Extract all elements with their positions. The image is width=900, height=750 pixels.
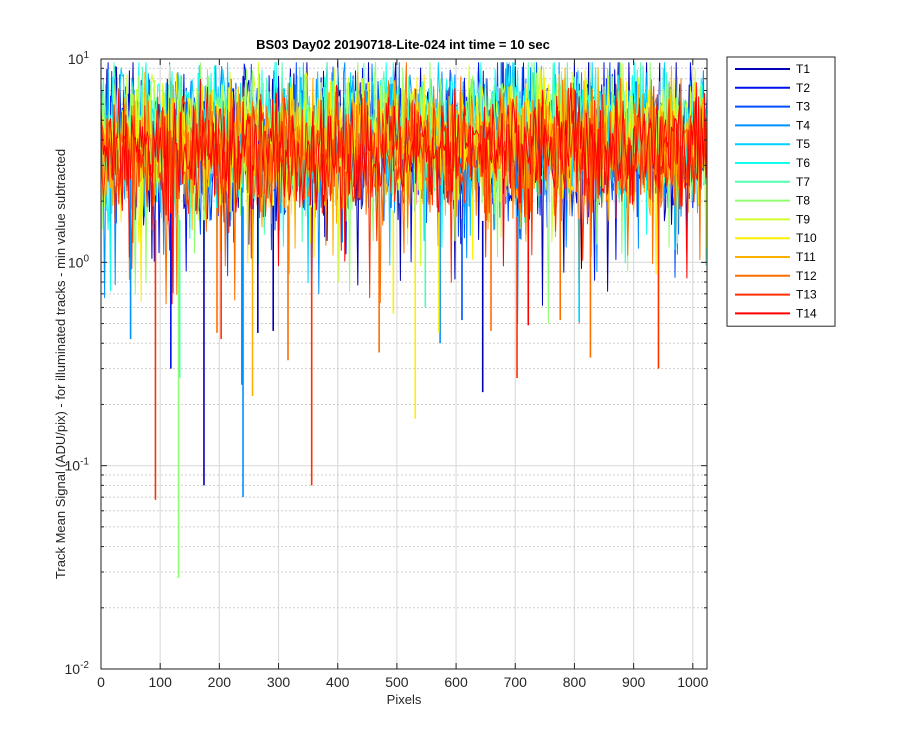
x-tick-label: 200 — [208, 674, 232, 690]
y-tick-label: 10-1 — [65, 457, 90, 474]
y-axis-label: Track Mean Signal (ADU/pix) - for illumi… — [53, 149, 68, 579]
y-tick-label: 10-2 — [65, 660, 90, 677]
series-lines — [100, 62, 708, 579]
x-tick-label: 0 — [97, 674, 105, 690]
legend-label-t4: T4 — [796, 118, 810, 132]
legend-label-t9: T9 — [796, 212, 810, 226]
legend-label-t14: T14 — [796, 306, 817, 320]
legend-label-t13: T13 — [796, 288, 817, 302]
legend-label-t8: T8 — [796, 194, 810, 208]
legend-box — [726, 56, 836, 327]
legend-label-t2: T2 — [796, 81, 810, 95]
legend-label-t11: T11 — [796, 250, 816, 264]
legend-label-t3: T3 — [796, 100, 810, 114]
legend-label-t12: T12 — [796, 269, 817, 283]
x-tick-label: 500 — [385, 674, 409, 690]
x-tick-label: 900 — [622, 674, 646, 690]
x-tick-label: 1000 — [677, 674, 708, 690]
chart-title: BS03 Day02 20190718-Lite-024 int time = … — [256, 37, 550, 52]
legend-label-t7: T7 — [796, 175, 810, 189]
series-line-t14 — [100, 78, 708, 305]
x-tick-label: 800 — [563, 674, 587, 690]
x-tick-label: 700 — [504, 674, 528, 690]
legend-label-t6: T6 — [796, 156, 810, 170]
legend-label-t5: T5 — [796, 137, 810, 151]
plot-frame — [100, 58, 708, 670]
series-line-t12 — [100, 62, 708, 324]
x-tick-label: 600 — [444, 674, 468, 690]
x-tick-label: 400 — [326, 674, 350, 690]
y-tick-label: 100 — [68, 253, 90, 270]
x-tick-label: 100 — [149, 674, 173, 690]
ticks: 0 100 200 300 400 500 600 700 800 900 1000 10-2 10-1… — [65, 50, 709, 690]
legend-label-t10: T10 — [796, 231, 817, 245]
legend: T1 T2 T3 T4 T5 T6 T7 T8 T9 T10 T11 T12 T13 T14 — [726, 56, 836, 327]
x-tick-label: 300 — [267, 674, 291, 690]
legend-label-t1: T1 — [796, 62, 810, 76]
y-tick-label: 101 — [68, 50, 90, 67]
x-axis-label: Pixels — [387, 692, 422, 707]
